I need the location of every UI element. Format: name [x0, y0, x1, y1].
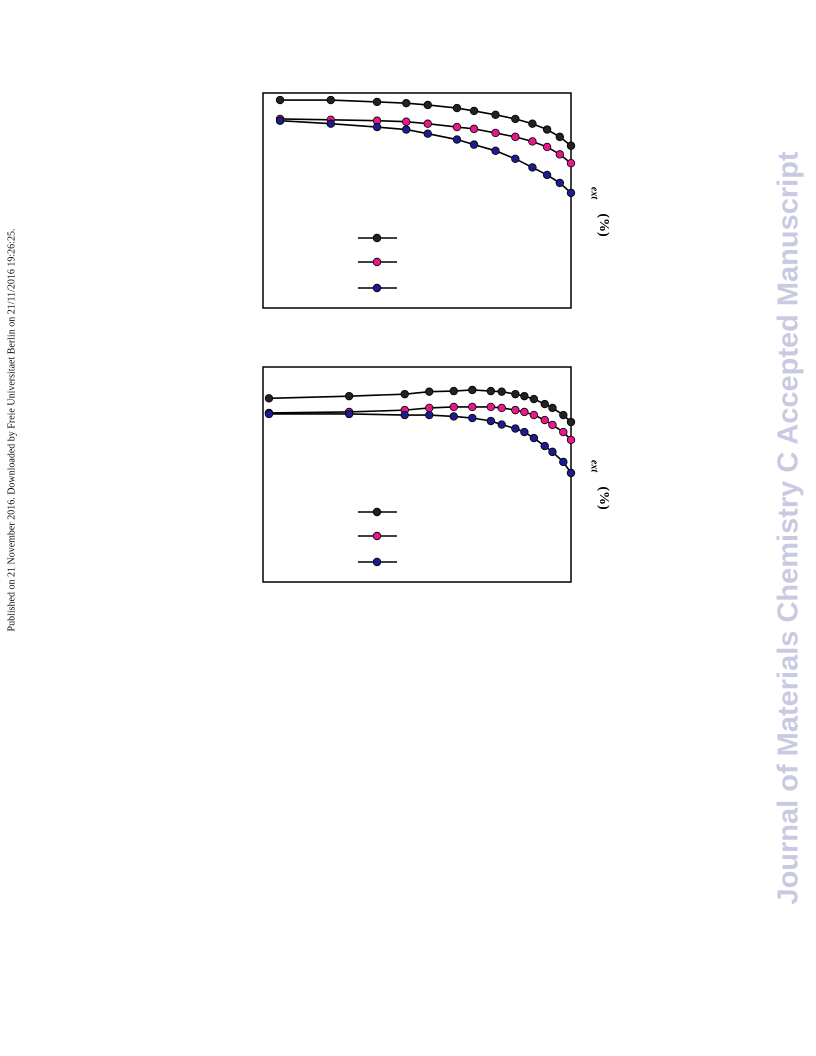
- data-point: [528, 137, 537, 146]
- data-point: [528, 163, 537, 172]
- plot-frame: [262, 92, 572, 309]
- data-point: [491, 128, 500, 138]
- data-point: [425, 403, 434, 413]
- data-point: [511, 405, 520, 415]
- data-point: [540, 415, 549, 425]
- data-point: [423, 100, 432, 110]
- data-point: [452, 103, 462, 113]
- data-point: [425, 387, 434, 396]
- data-point: [540, 399, 549, 409]
- data-point: [326, 95, 335, 105]
- data-point: [486, 386, 496, 396]
- data-point: [264, 409, 274, 419]
- data-point: [529, 394, 539, 404]
- data-point: [486, 416, 496, 426]
- data-point: [425, 410, 434, 420]
- legend-marker: [372, 507, 382, 517]
- data-point: [402, 117, 411, 126]
- data-point: [344, 391, 354, 401]
- data-point: [555, 178, 565, 188]
- data-point: [452, 135, 462, 144]
- data-point: [566, 188, 576, 198]
- data-point: [491, 110, 500, 120]
- data-point: [497, 387, 506, 396]
- data-point: [540, 441, 549, 451]
- data-point: [511, 424, 520, 433]
- data-point: [511, 154, 520, 164]
- data-point: [469, 124, 479, 134]
- data-point: [529, 410, 539, 420]
- data-point: [566, 468, 576, 478]
- data-point: [566, 159, 576, 168]
- data-point: [497, 420, 506, 429]
- data-point: [559, 427, 568, 437]
- data-point: [264, 394, 274, 403]
- data-point: [449, 412, 458, 421]
- data-point: [542, 125, 552, 134]
- data-point: [402, 98, 411, 108]
- data-point: [275, 116, 285, 125]
- data-point: [400, 410, 409, 420]
- data-point: [469, 140, 479, 149]
- data-point: [423, 129, 432, 138]
- data-point: [520, 391, 529, 401]
- data-point: [566, 417, 576, 427]
- legend-marker: [372, 257, 382, 267]
- y-axis-label: (%): [596, 486, 611, 510]
- data-point: [520, 407, 529, 417]
- data-point: [468, 402, 477, 412]
- data-point: [528, 119, 537, 128]
- data-point: [566, 435, 576, 445]
- data-point: [423, 119, 432, 128]
- data-point: [497, 403, 506, 413]
- data-point: [555, 132, 565, 142]
- data-point: [548, 420, 557, 430]
- side-note: Published on 21 November 2016. Downloade…: [6, 229, 17, 632]
- legend-marker: [372, 557, 382, 567]
- series-line: [268, 413, 572, 474]
- data-point: [529, 433, 539, 443]
- data-point: [486, 402, 496, 412]
- data-point: [511, 389, 520, 399]
- data-point: [469, 106, 479, 116]
- data-point: [449, 402, 458, 412]
- legend-marker: [372, 233, 382, 243]
- data-point: [372, 122, 382, 132]
- data-point: [511, 132, 520, 142]
- data-point: [566, 141, 576, 150]
- data-point: [452, 122, 462, 132]
- data-point: [520, 427, 529, 437]
- chart: (%) ext: [262, 366, 611, 583]
- data-point: [468, 413, 477, 423]
- legend-marker: [372, 531, 382, 541]
- data-point: [559, 457, 568, 467]
- data-point: [372, 97, 382, 107]
- data-point: [491, 146, 500, 156]
- y-axis-label-sub: ext: [589, 187, 600, 200]
- data-point: [548, 447, 557, 457]
- data-point: [400, 389, 409, 399]
- data-point: [542, 170, 552, 180]
- y-axis-label-sub: ext: [589, 460, 600, 473]
- watermark: Journal of Materials Chemistry C Accepte…: [773, 151, 805, 904]
- data-point: [402, 125, 411, 134]
- data-point: [326, 119, 335, 128]
- data-point: [555, 150, 565, 159]
- data-point: [548, 403, 557, 413]
- data-point: [344, 409, 354, 419]
- chart: (%) ext: [262, 92, 611, 309]
- legend-marker: [372, 283, 382, 293]
- data-point: [275, 95, 285, 105]
- y-axis-label: (%): [596, 213, 611, 237]
- data-point: [559, 410, 568, 420]
- data-point: [468, 385, 477, 395]
- data-point: [449, 386, 458, 396]
- data-point: [542, 142, 552, 152]
- data-point: [511, 114, 520, 124]
